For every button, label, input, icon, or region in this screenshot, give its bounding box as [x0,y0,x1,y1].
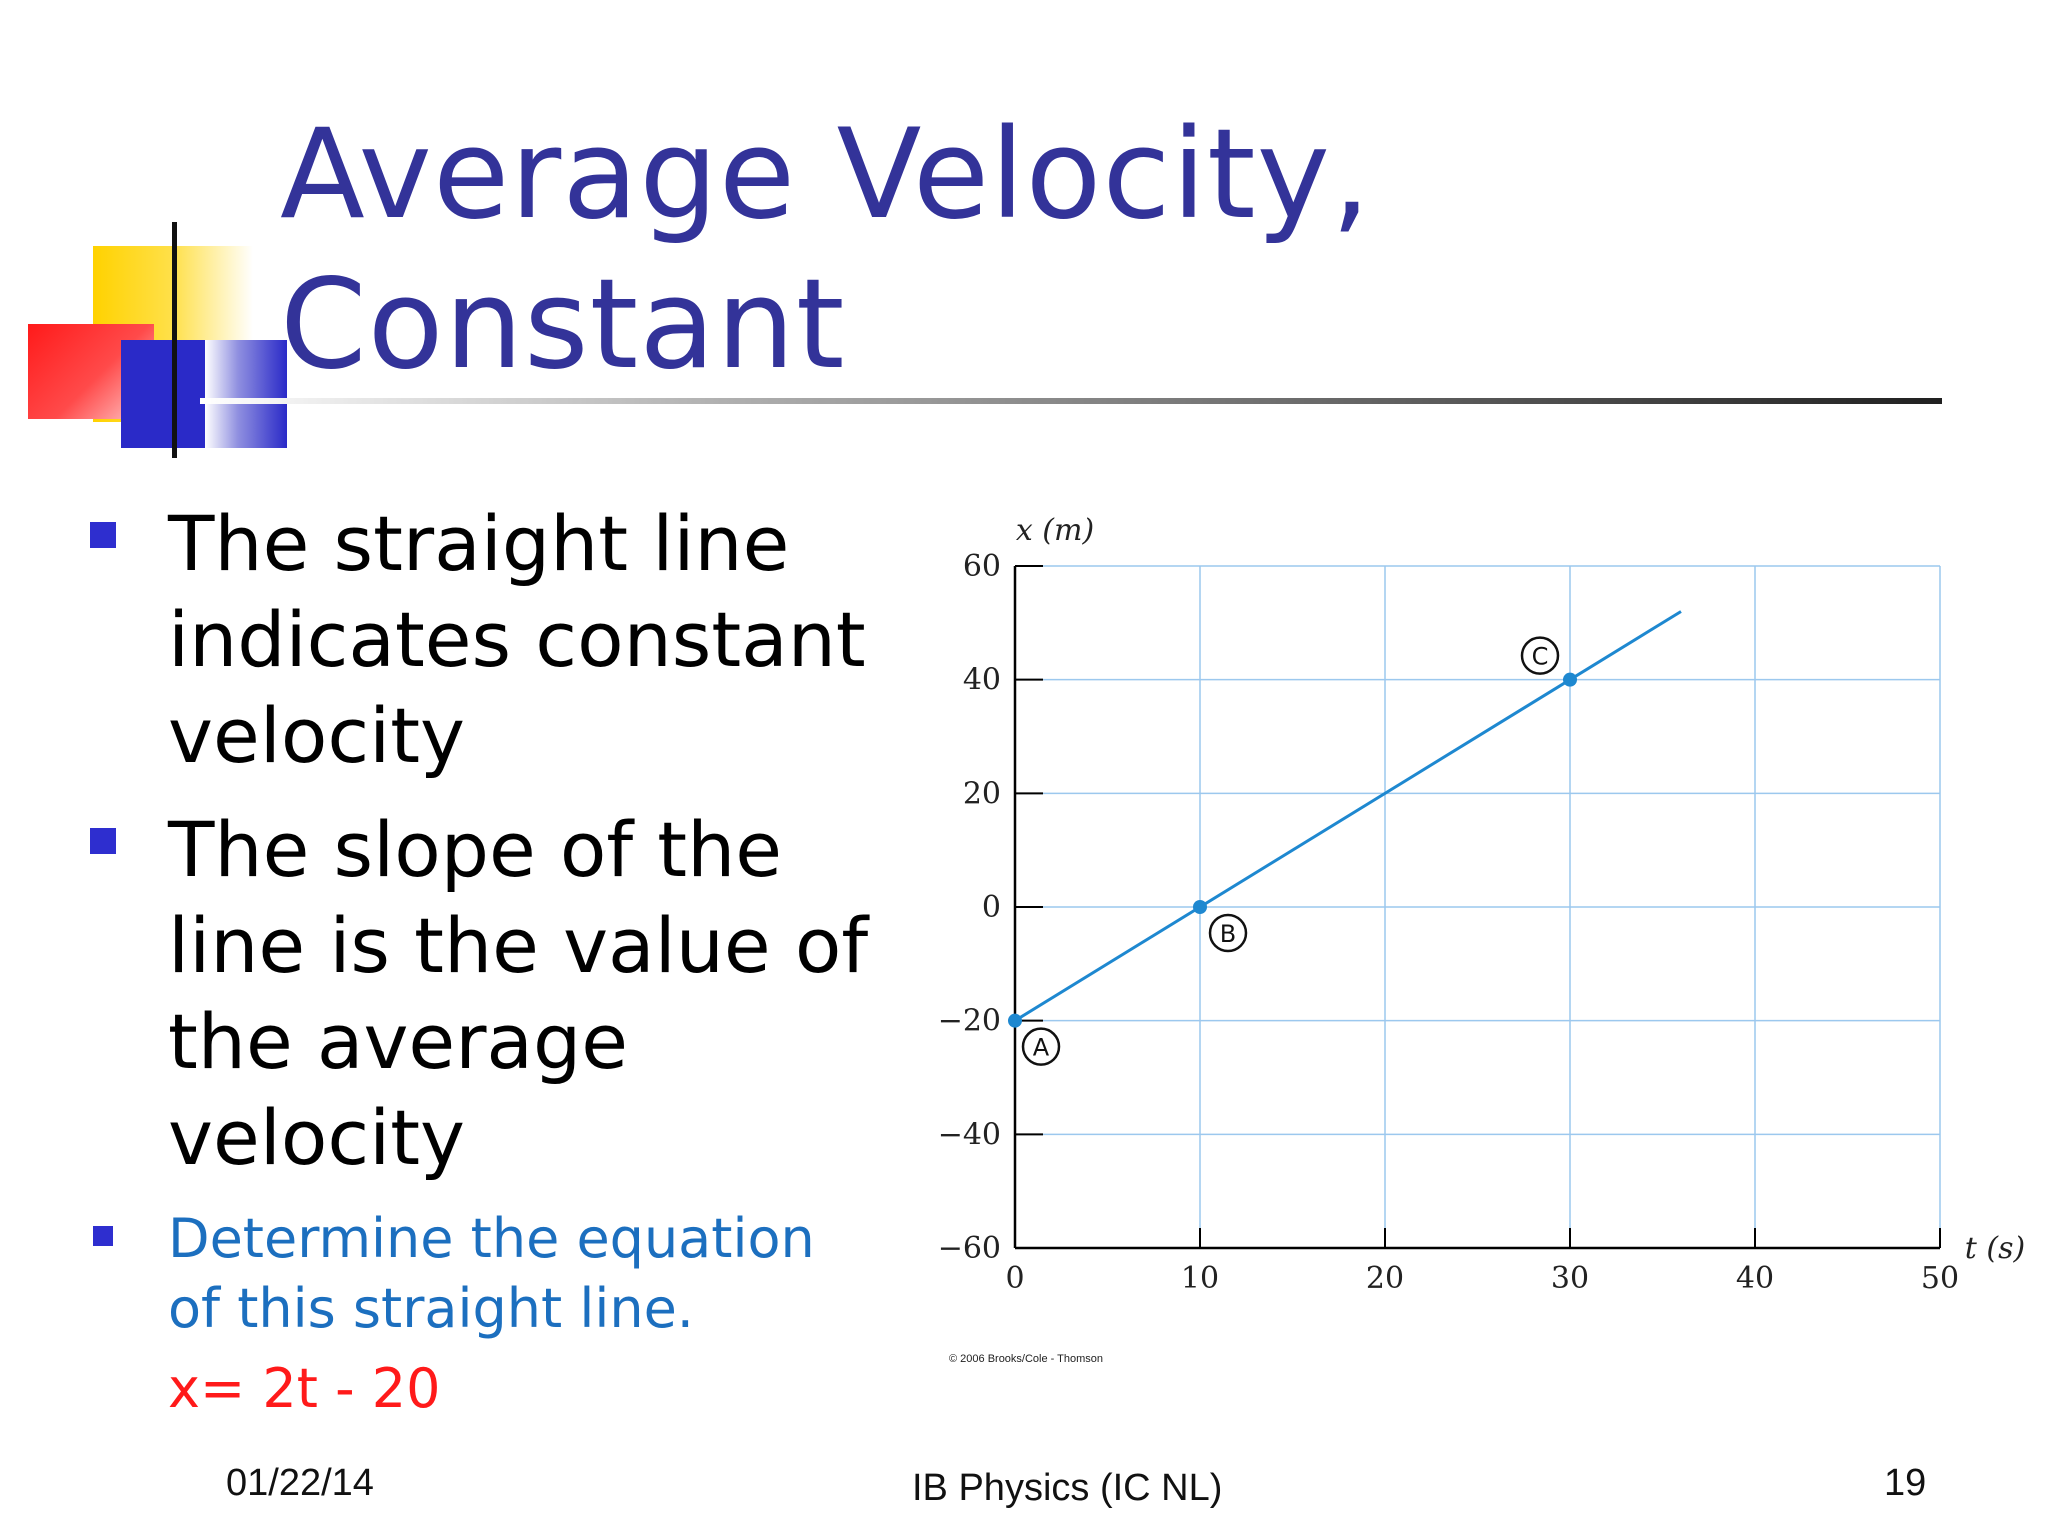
bullet-square-icon [90,522,116,548]
bullet-text-line: velocity [168,691,466,780]
point-label-circle [1021,1027,1061,1066]
bullet-text-line: the average [168,997,629,1086]
bullet-square-icon [90,828,116,854]
footer-date: 01/22/14 [226,1462,374,1504]
bullet-text-line: indicates constant [168,595,866,684]
decor-vertical-line [172,222,177,458]
decor-blue-gradient-square [205,340,287,448]
y-tick-label: −20 [938,1004,1001,1039]
y-tick-label: 0 [982,890,1001,925]
slide-title: Average Velocity, Constant [280,100,1780,400]
x-tick-label: 50 [1921,1261,1959,1296]
footer-course: IB Physics (IC NL) [912,1467,1223,1509]
bullet-item: The slope of the line is the value of th… [90,802,920,1186]
bullet-square-icon [93,1226,113,1246]
point-label-circle [1520,636,1560,675]
y-tick-label: −60 [938,1231,1001,1266]
x-tick-label: 30 [1551,1261,1589,1296]
y-tick-label: −40 [938,1117,1001,1152]
x-tick-label: 40 [1736,1261,1774,1296]
bullet-list: The straight line indicates constant vel… [90,496,920,1424]
data-point-c [1563,672,1577,687]
question-text-line: of this straight line. [168,1277,694,1340]
x-tick-label: 20 [1366,1261,1404,1296]
y-tick-label: 60 [963,549,1001,584]
question-text-line: Determine the equation [168,1207,815,1270]
question-item: Determine the equation of this straight … [90,1204,920,1424]
bullet-text-line: velocity [168,1093,466,1182]
data-point-a [1008,1013,1022,1028]
page-number: 19 [1884,1462,1927,1504]
answer-equation: x= 2t - 20 [168,1357,441,1420]
y-tick-label: 40 [963,663,1001,698]
decor-blue-square [121,340,205,448]
point-label-circle [1208,913,1248,953]
bullet-text-line: The straight line [168,499,790,588]
bullet-item: The straight line indicates constant vel… [90,496,920,784]
title-underline [200,398,1942,404]
point-label: B [1220,920,1236,948]
data-line [1014,610,1682,1022]
x-tick-label: 10 [1181,1261,1219,1296]
x-tick-label: 0 [1005,1261,1024,1296]
figure-credit: © 2006 Brooks/Cole - Thomson [949,1353,1103,1365]
point-label: A [1033,1034,1050,1062]
point-label: C [1532,643,1549,671]
y-axis-label: x (m) [1016,513,1094,548]
x-axis-label: t (s) [1965,1231,2025,1266]
bullet-text-line: line is the value of [168,901,869,990]
y-tick-label: 20 [963,776,1001,811]
bullet-text-line: The slope of the [168,805,783,894]
data-point-b [1193,900,1207,914]
title-line-1: Average Velocity, [280,103,1372,247]
title-line-2: Constant [280,253,846,397]
